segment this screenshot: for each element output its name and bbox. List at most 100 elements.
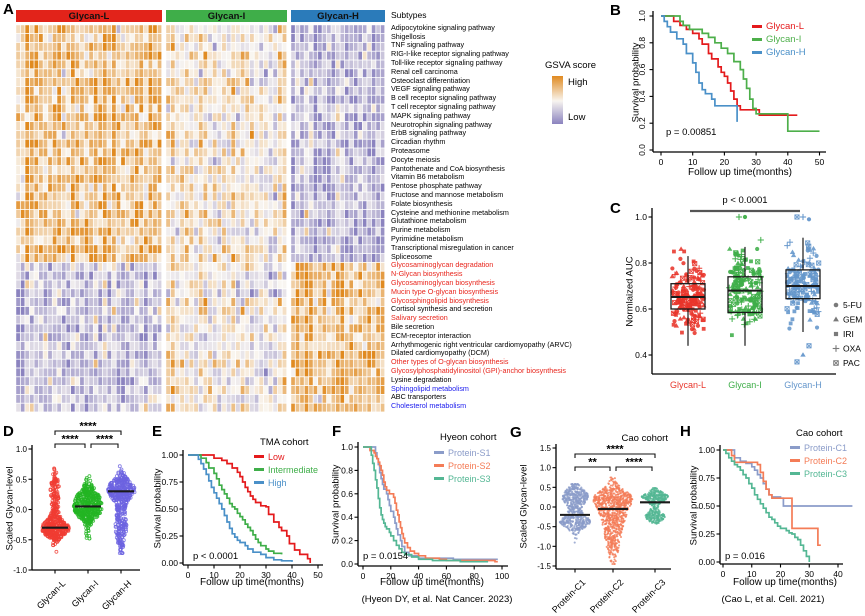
category-label: Protein-C2 [588,577,625,614]
heatmap-row-label: B cell receptor signaling pathway [391,93,497,103]
violin-Protein-C3 [640,487,670,525]
legend-item: High [254,476,318,489]
heatmap-row-label: Spliceosome [391,251,433,261]
km-curve-Intermediate [188,454,283,555]
box-Glycan-L [670,256,706,346]
heatmap-row-label: VEGF signaling pathway [391,84,470,94]
km-legend: Glycan-L Glycan-I Glycan-H [752,20,806,59]
heatmap-plot: Glycan-L Glycan-I Glycan-H [0,0,600,420]
x-tick-label: 10 [688,157,698,167]
heatmap-row-label: Pantothenate and CoA biosynthesis [391,163,505,173]
km-svg: 0.0 0.2 0.4 0.6 0.8 1.0 0 20 40 60 80 100 [341,442,509,581]
legend-item: Protein-S1 [434,446,491,459]
y-tick-label: 0.4 [635,350,647,360]
legend-dash-icon [790,446,800,449]
y-tick-label: 1.00 [698,445,715,455]
legend-item: Low [254,450,318,463]
km-curve-Protein-C1 [723,449,853,507]
y-tick-label: 1.0 [16,445,28,454]
significance-bracket [615,466,653,471]
heatmap-row-label: Glycosphingolipid biosynthesis [391,295,489,305]
heatmap-row-label: Fructose and mannose metabolism [391,190,504,199]
survival-plot-b: 0.0 0.2 0.4 0.6 0.8 1.0 0 10 20 30 40 50 [600,0,865,192]
y-axis-label-b: Survival probability [630,42,642,123]
panel-survival-tma: E 0.00 0.25 0.50 0.75 1.00 0 10 20 30 40 50 Surviv… [148,420,332,616]
heatmap-row-label: TNF signaling pathway [391,40,465,50]
significance-stars: **** [96,434,114,446]
y-tick-label: 0.50 [698,501,715,511]
gsva-colorbar [552,76,563,124]
y-tick-label: 0.25 [161,531,178,541]
legend-item: Protein-C2 [790,454,847,467]
y-tick-label: 1.0 [341,442,353,452]
subtype-header-label: Glycan-H [317,11,359,22]
category-label: Glycan-H [100,578,134,612]
y-tick-label: 0.4 [637,90,647,102]
subtypes-label: Subtypes [391,10,427,20]
y-tick-label: 0.25 [698,529,715,539]
significance-bracket [574,453,656,458]
survival-plot-e: 0.00 0.25 0.50 0.75 1.00 0 10 20 30 40 50 [148,420,332,616]
panel-letter-g: G [510,424,522,441]
legend-item: Intermediate [254,463,318,476]
significance-stars: **** [79,421,97,433]
y-tick-label: -0.5 [537,523,551,532]
panel-letter-e: E [152,423,163,440]
subtype-header-bar [16,10,162,22]
panel-survival-tcga: B 0.0 0.2 0.4 0.6 0.8 1.0 0 10 20 30 40 50 Survival… [600,0,865,192]
subtype-header-bar [166,10,287,22]
heatmap-row-label: Toll-like receptor signaling pathway [391,58,503,67]
y-tick-label: 0.0 [341,559,353,569]
subtype-header-label: Glycan-L [69,11,110,22]
citation-f: (Hyeon DY, et al. Nat Cancer. 2023) [361,594,513,605]
legend-item: Glycan-I [752,33,806,46]
x-tick-label: 10 [209,570,219,580]
scatter-Glycan-I [726,213,764,338]
panel-letter-h: H [680,423,691,440]
heatmap-row-label: RIG-I-like receptor signaling pathway [391,49,509,59]
x-tick-label: 0 [361,571,366,581]
legend-dash-icon [790,459,800,462]
km-curve-Protein-C3 [723,449,811,562]
y-tick-label: 1.0 [540,464,552,473]
x-axis-label-h: Follow up time(months) [733,577,837,588]
x-tick-label: 60 [442,571,452,581]
legend-item: Protein-C3 [790,467,847,480]
x-tick-label: 10 [747,569,757,579]
x-tick-label: 50 [313,570,323,580]
y-tick-label: 0.8 [341,465,353,475]
plot-title-g: Cao cohort [621,433,668,444]
heatmap-row-label: Salivary secretion [391,313,448,323]
significance-stars: ** [588,457,597,469]
heatmap-row-label: MAPK signaling pathway [391,110,471,120]
legend-dash-icon [254,468,264,471]
x-tick-label: 20 [386,571,396,581]
auc-svg: 0.4 0.6 0.8 1.0 Glycan-L Glycan-I Glycan-H 5-FU… [635,208,862,390]
p-value-e: p < 0.0001 [193,551,239,562]
y-tick-label: 0.0 [16,506,28,515]
heatmap-row-label: Bile secretion [391,322,435,331]
gsva-legend-title: GSVA score [545,60,597,71]
heatmap-row-label: Mucin type O-glycan biosynthesis [391,286,499,296]
heatmap-row-label: Other types of O-glycan biosynthesis [391,357,509,367]
legend-item: Glycan-H [752,46,806,59]
heatmap-row-label: Renal cell carcinoma [391,66,458,76]
heatmap-row-label: ErbB signaling pathway [391,128,467,138]
y-axis-label-e: Survival probability [152,468,164,549]
category-label: Protein-C3 [630,577,667,614]
x-tick-label: 30 [751,157,761,167]
x-tick-label: 50 [815,157,825,167]
x-tick-label: 80 [469,571,479,581]
heatmap-row-label: Lysine degradation [391,374,452,384]
km-curve-Protein-S3 [363,446,489,563]
heatmap-row-label: Folate biosynthesis [391,198,453,208]
panel-glycan-violin: D 1.0 0.5 0.0 -0.5 -1.0 Glycan-L Glycan-I Glyca… [0,420,150,616]
cao-violin-plot: 1.5 1.0 0.5 0.0 -0.5 -1.0 -1.5 Protein-C1 Protei… [508,420,683,616]
y-tick-label: 0.6 [637,63,647,75]
heatmap-row-label: Cortisol synthesis and secretion [391,304,493,314]
significance-bracket [54,443,86,448]
violin-Glycan-I [71,474,104,541]
heatmap-row-label: Vitamin B6 metabolism [391,172,465,182]
violin-svg: 1.0 0.5 0.0 -0.5 -1.0 Glycan-L Glycan-I Glycan-… [13,421,140,612]
km-legend: Protein-C1 Protein-C2 Protein-C3 [790,441,847,480]
